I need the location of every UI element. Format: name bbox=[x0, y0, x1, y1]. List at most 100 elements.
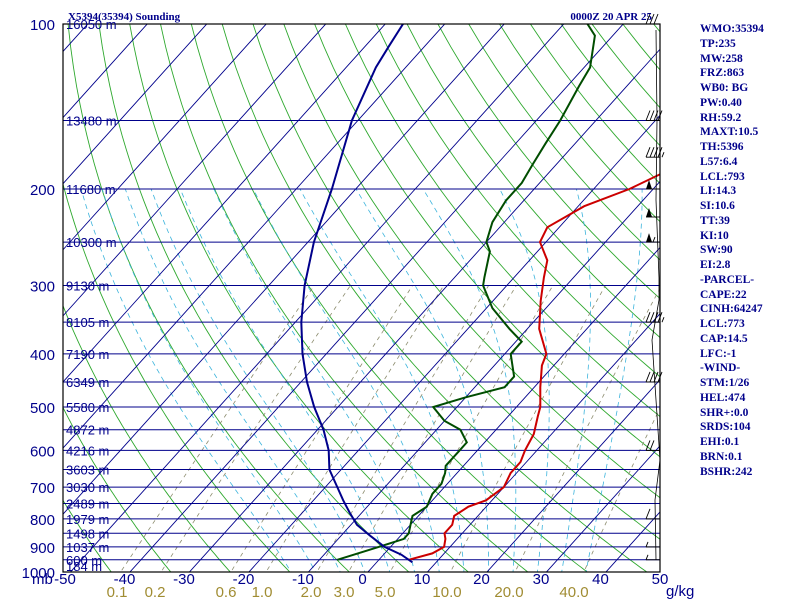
isotherm bbox=[63, 24, 386, 383]
dry-adiabat bbox=[344, 24, 660, 418]
isotherm bbox=[63, 24, 267, 251]
moist-adiabat bbox=[213, 188, 415, 572]
dry-adiabat bbox=[252, 24, 660, 540]
dry-adiabat bbox=[0, 24, 60, 584]
wind-barb bbox=[645, 147, 665, 158]
index-value: TP:235 bbox=[700, 37, 736, 50]
mixing-ratio-label: 1.0 bbox=[252, 584, 273, 600]
index-value: MAXT:10.5 bbox=[700, 126, 759, 139]
height-label: 9130 m bbox=[66, 278, 109, 293]
dry-adiabat bbox=[63, 304, 231, 572]
moist-adiabat bbox=[561, 188, 591, 572]
pressure-tick-label: 600 bbox=[30, 443, 55, 460]
index-value: CAPE:22 bbox=[700, 288, 747, 301]
wind-barb bbox=[646, 179, 660, 190]
wind-barb bbox=[645, 541, 660, 548]
index-value: EI:2.8 bbox=[700, 259, 731, 271]
isotherm bbox=[63, 24, 505, 515]
height-label: 3030 m bbox=[66, 480, 109, 495]
mixing-ratio-label: 10.0 bbox=[432, 584, 461, 600]
profiles bbox=[300, 24, 660, 564]
wind-barb bbox=[645, 554, 660, 561]
mixing-ratio-line bbox=[316, 285, 489, 572]
index-value: SW:90 bbox=[700, 244, 733, 257]
index-value: MW:258 bbox=[700, 52, 743, 65]
index-value: TT:39 bbox=[700, 214, 730, 227]
index-value: LI:14.3 bbox=[700, 185, 737, 198]
mixing-ratio-line bbox=[160, 285, 351, 572]
indices-panel: WMO:35394 TP:235 MW:258 FRZ:863 WB0: BG PW:0.… bbox=[700, 22, 800, 479]
moist-adiabat bbox=[101, 188, 317, 572]
dry-adiabat bbox=[63, 182, 291, 572]
pressure-tick-label: 200 bbox=[30, 182, 55, 199]
dry-adiabat bbox=[283, 24, 660, 499]
isotherm bbox=[307, 180, 660, 572]
isotherm bbox=[63, 24, 208, 185]
index-value: L57:6.4 bbox=[700, 155, 738, 168]
mixing-ratio-line bbox=[583, 407, 660, 572]
moist-adiabat bbox=[252, 188, 440, 572]
dry-adiabat bbox=[98, 24, 410, 572]
index-value: STM:1/26 bbox=[700, 377, 750, 389]
isotherm bbox=[188, 48, 660, 572]
index-value: SHR+:0.0 bbox=[700, 406, 749, 419]
wind-barb bbox=[645, 371, 663, 383]
index-value: LCL:773 bbox=[700, 318, 745, 330]
background-lines bbox=[0, 12, 660, 584]
pressure-tick-label: 400 bbox=[30, 347, 55, 364]
height-label: 10300 m bbox=[66, 235, 117, 250]
isotherm bbox=[63, 24, 446, 449]
height-label: 184 m bbox=[66, 559, 102, 574]
temperature-tick-label: 0 bbox=[358, 571, 366, 588]
wind-barb bbox=[646, 233, 660, 243]
moist-adiabat bbox=[585, 189, 643, 572]
temperature-tick-label: 20 bbox=[473, 571, 490, 588]
chart-time: 0000Z 20 APR 25 bbox=[570, 11, 652, 23]
isotherm bbox=[486, 379, 660, 572]
mixing-ratio-line bbox=[265, 285, 445, 572]
parcel-line bbox=[300, 24, 413, 564]
mixing-ratio-label: 0.1 bbox=[107, 584, 128, 600]
mixing-ratio-line bbox=[120, 285, 315, 572]
index-value: TH:5396 bbox=[700, 141, 744, 153]
wind-barb bbox=[645, 110, 663, 121]
isotherm bbox=[129, 24, 624, 572]
height-label: 1037 m bbox=[66, 540, 109, 555]
index-value: -PARCEL- bbox=[700, 273, 755, 286]
mixing-ratio-line bbox=[389, 285, 554, 572]
index-value: SI:10.6 bbox=[700, 200, 735, 212]
pressure-tick-label: 800 bbox=[30, 512, 55, 529]
isotherm bbox=[0, 12, 39, 584]
dry-adiabat bbox=[221, 24, 648, 572]
index-value: PW:0.40 bbox=[700, 96, 742, 109]
wind-barb bbox=[645, 440, 660, 451]
height-label: 16050 m bbox=[66, 17, 117, 32]
index-value: BSHR:242 bbox=[700, 465, 753, 478]
mixing-ratio-line bbox=[514, 287, 660, 572]
dry-adiabat bbox=[63, 499, 112, 572]
pressure-tick-label: 300 bbox=[30, 278, 55, 295]
index-value: BRN:0.1 bbox=[700, 450, 743, 463]
wind-barb bbox=[645, 508, 660, 520]
mixing-ratio-label: 40.0 bbox=[559, 584, 588, 600]
moist-adiabat bbox=[80, 188, 292, 572]
wind-barb bbox=[645, 13, 660, 25]
plot-frame bbox=[62, 23, 661, 573]
mixing-ratio-line bbox=[230, 285, 413, 572]
height-label: 7190 m bbox=[66, 347, 109, 362]
height-label: 3603 m bbox=[66, 462, 109, 477]
pressure-tick-label: 1000 bbox=[22, 565, 55, 582]
index-value: HEL:474 bbox=[700, 391, 746, 404]
index-value: -WIND- bbox=[700, 362, 741, 375]
mixing-ratio-label: 20.0 bbox=[494, 584, 523, 600]
height-label: 5580 m bbox=[66, 400, 109, 415]
chart-title: X5394(35394) Sounding bbox=[68, 11, 181, 23]
height-label: 600 m bbox=[66, 553, 102, 568]
pressure-tick-label: 500 bbox=[30, 400, 55, 417]
temperature-tick-label: -20 bbox=[233, 571, 255, 588]
pressure-tick-label: 900 bbox=[30, 540, 55, 557]
index-value: EHI:0.1 bbox=[700, 436, 740, 448]
height-label: 6349 m bbox=[66, 375, 109, 390]
mixing-ratio-unit-label: g/kg bbox=[666, 583, 694, 600]
